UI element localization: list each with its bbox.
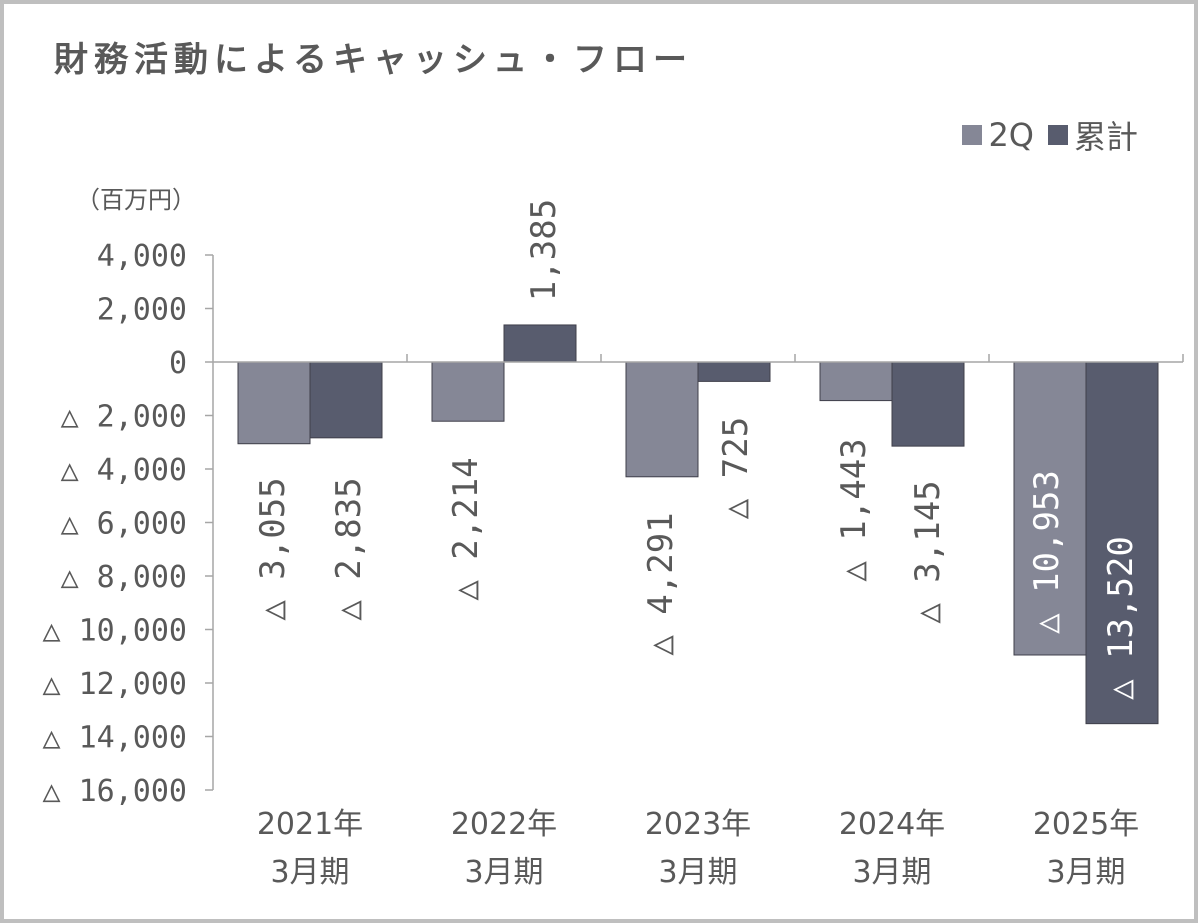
legend-label-2q: 2Q xyxy=(988,116,1034,154)
chart-title: 財務活動によるキャッシュ・フロー xyxy=(54,40,693,80)
y-tick-label: 4,000 xyxy=(97,239,187,274)
y-tick-label: 2,000 xyxy=(97,293,187,328)
x-category-label: 3月期 xyxy=(658,855,737,890)
y-axis-unit-label: （百万円） xyxy=(76,186,196,214)
data-label-cumulative: △ 13,520 xyxy=(1101,536,1141,700)
bar-2q xyxy=(431,361,505,422)
bar-2q xyxy=(819,361,893,402)
legend-item-cumulative: 累計 xyxy=(1047,112,1138,158)
bar-cumulative xyxy=(309,361,383,439)
y-tick-label: △ 16,000 xyxy=(43,774,188,809)
y-tick-label: △ 2,000 xyxy=(61,400,187,435)
data-label-2q: △ 4,291 xyxy=(641,512,681,655)
x-category-label: 2022年 xyxy=(451,807,557,842)
data-label-2q: △ 3,055 xyxy=(253,477,293,620)
y-tick-label: △ 6,000 xyxy=(61,507,187,542)
y-tick-label: △ 8,000 xyxy=(61,560,187,595)
bar-2q xyxy=(237,361,311,445)
data-label-cumulative: △ 725 xyxy=(716,417,756,519)
y-tick-label: △ 12,000 xyxy=(43,667,188,702)
legend-item-2q: 2Q xyxy=(962,116,1034,154)
data-label-cumulative: △ 2,835 xyxy=(329,477,369,620)
data-label-2q: △ 1,443 xyxy=(834,438,874,581)
y-tick-label: 0 xyxy=(169,346,187,381)
bar-cumulative xyxy=(891,361,965,447)
x-category-label: 2023年 xyxy=(645,807,751,842)
data-label-cumulative: 1,385 xyxy=(524,199,564,301)
y-tick-label: △ 14,000 xyxy=(43,721,188,756)
x-category-label: 2024年 xyxy=(839,807,945,842)
data-label-cumulative: △ 3,145 xyxy=(908,480,948,623)
y-tick-label: △ 4,000 xyxy=(61,453,187,488)
x-category-label: 3月期 xyxy=(270,855,349,890)
y-tick-label: △ 10,000 xyxy=(43,614,188,649)
x-category-label: 3月期 xyxy=(464,855,543,890)
bar-cumulative xyxy=(1085,361,1159,725)
bar-cumulative xyxy=(697,361,771,382)
legend-swatch-cumulative xyxy=(1047,125,1068,145)
data-label-2q: △ 10,953 xyxy=(1027,470,1067,634)
x-category-label: 3月期 xyxy=(1046,855,1125,890)
data-label-2q: △ 2,214 xyxy=(446,457,486,600)
x-category-label: 2025年 xyxy=(1033,807,1139,842)
legend: 2Q 累計 xyxy=(962,112,1138,158)
x-category-label: 3月期 xyxy=(852,855,931,890)
bar-2q xyxy=(625,361,699,478)
bar-2q xyxy=(1013,361,1087,656)
legend-label-cumulative: 累計 xyxy=(1073,118,1138,156)
x-category-label: 2021年 xyxy=(257,807,363,842)
bar-cumulative xyxy=(503,324,577,363)
legend-swatch-2q xyxy=(962,125,983,145)
